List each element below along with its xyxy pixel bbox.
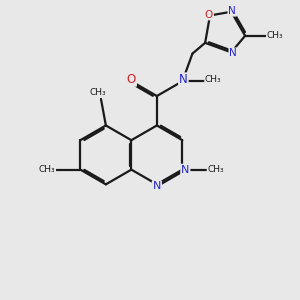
Text: CH₃: CH₃ — [90, 88, 106, 97]
Text: N: N — [229, 48, 237, 58]
Text: CH₃: CH₃ — [39, 165, 55, 174]
Text: O: O — [127, 73, 136, 86]
Text: N: N — [179, 73, 188, 86]
Text: O: O — [205, 10, 213, 20]
Text: CH₃: CH₃ — [207, 165, 224, 174]
Text: N: N — [228, 6, 236, 16]
Text: CH₃: CH₃ — [267, 31, 284, 40]
Text: CH₃: CH₃ — [205, 75, 222, 84]
Text: N: N — [181, 165, 190, 175]
Text: N: N — [153, 181, 161, 191]
